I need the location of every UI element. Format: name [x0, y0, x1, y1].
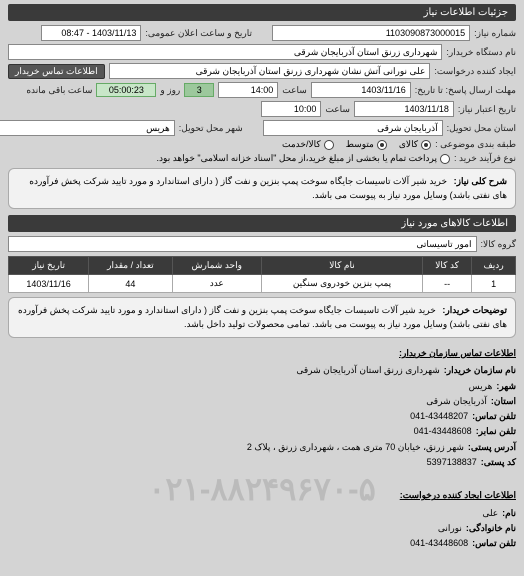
- remaining-label: ساعت باقی مانده: [26, 85, 92, 96]
- buyer-desc-text: خرید شیر آلات تاسیسات جایگاه سوخت پمپ بن…: [18, 305, 507, 329]
- time-label-2: ساعت: [325, 104, 350, 115]
- org-label: نام سازمان خریدار:: [444, 363, 516, 378]
- general-desc-text: خرید شیر آلات تاسیسات جایگاه سوخت پمپ بن…: [29, 176, 507, 200]
- td-code: --: [423, 275, 472, 293]
- datetime-label: تاریخ و ساعت اعلان عمومی:: [145, 28, 252, 39]
- province-label: استان:: [491, 394, 516, 409]
- time-label-1: ساعت: [282, 85, 307, 96]
- req-name-label: نام:: [502, 506, 516, 521]
- td-name: پمپ بنزین خودروی سنگین: [261, 275, 422, 293]
- deadline-time-field: 14:00: [218, 82, 278, 98]
- process-label: نوع فرآیند خرید :: [454, 153, 516, 164]
- contact-city-label: شهر:: [496, 379, 516, 394]
- datetime-field: 1403/11/13 - 08:47: [41, 25, 141, 41]
- postal-value: 5397138837: [427, 455, 477, 470]
- radio-medium[interactable]: متوسط: [346, 139, 387, 150]
- number-field: 1103090873000015: [272, 25, 470, 41]
- budget-radio-group: کالای متوسط کالا/خدمت: [282, 139, 431, 150]
- radio-circle-icon: [324, 140, 334, 150]
- table-row: 1 -- پمپ بنزین خودروی سنگین عدد 44 1403/…: [9, 275, 516, 293]
- radio-circle-icon: [377, 140, 387, 150]
- buyer-desc-label: توضیحات خریدار:: [442, 305, 507, 315]
- contact-buyer-title: اطلاعات تماس سازمان خریدار:: [8, 346, 516, 361]
- goods-table: ردیف کد کالا نام کالا واحد شمارش تعداد /…: [8, 256, 516, 293]
- td-unit: عدد: [172, 275, 261, 293]
- td-date: 1403/11/16: [9, 275, 89, 293]
- state-field: آذربایجان شرقی: [263, 120, 443, 136]
- th-date: تاریخ نیاز: [9, 257, 89, 275]
- phone-value: 041-43448207: [410, 409, 468, 424]
- th-row: ردیف: [472, 257, 516, 275]
- th-code: کد کالا: [423, 257, 472, 275]
- contact-buyer-button[interactable]: اطلاعات تماس خریدار: [8, 64, 105, 79]
- state-label: استان محل تحویل:: [447, 123, 516, 134]
- radio-service[interactable]: کالا/خدمت: [282, 139, 334, 150]
- budget-label: طبقه بندی موضوعی :: [435, 139, 516, 150]
- fax-value: 041-43448608: [414, 424, 472, 439]
- buyer-org-label: نام دستگاه خریدار:: [446, 47, 516, 58]
- province-value: آذربایجان شرقی: [426, 394, 487, 409]
- radio-medium-label: متوسط: [346, 139, 374, 150]
- fax-label: تلفن نمابر:: [476, 424, 516, 439]
- radio-circle-icon: [440, 154, 450, 164]
- validity-time-field: 10:00: [261, 101, 321, 117]
- org-value: شهرداری زرنق استان آذربایجان شرقی: [296, 363, 439, 378]
- radio-service-label: کالا/خدمت: [282, 139, 321, 150]
- payment-note: پرداخت تمام یا بخشی از مبلغ خرید،از محل …: [157, 153, 437, 164]
- number-label: شماره نیاز:: [474, 28, 516, 39]
- validity-date-field: 1403/11/18: [354, 101, 454, 117]
- deadline-label: مهلت ارسال پاسخ: تا تاریخ:: [415, 85, 516, 96]
- validity-label: تاریخ اعتبار نیاز:: [458, 104, 516, 115]
- deadline-date-field: 1403/11/16: [311, 82, 411, 98]
- city-field: هریس: [0, 120, 175, 136]
- th-qty: تعداد / مقدار: [89, 257, 172, 275]
- radio-goods-label: کالای: [399, 139, 418, 150]
- general-desc-box: شرح کلی نیاز: خرید شیر آلات تاسیسات جایگ…: [8, 168, 516, 209]
- req-name-value: علی: [482, 506, 498, 521]
- phone-label: تلفن تماس:: [472, 409, 516, 424]
- postal-label: کد پستی:: [481, 455, 516, 470]
- group-label: گروه کالا:: [481, 239, 516, 250]
- page-header: جزئیات اطلاعات نیاز: [8, 4, 516, 21]
- td-row: 1: [472, 275, 516, 293]
- buyer-desc-box: توضیحات خریدار: خرید شیر آلات تاسیسات جا…: [8, 297, 516, 338]
- radio-circle-icon: [421, 140, 431, 150]
- time-remaining-field: 05:00:23: [96, 83, 156, 97]
- req-surname-label: نام خانوادگی:: [466, 521, 516, 536]
- table-header-row: ردیف کد کالا نام کالا واحد شمارش تعداد /…: [9, 257, 516, 275]
- general-desc-label: شرح کلی نیاز:: [454, 176, 507, 186]
- td-qty: 44: [89, 275, 172, 293]
- req-surname-value: نورانی: [438, 521, 462, 536]
- radio-goods[interactable]: کالای: [399, 139, 431, 150]
- group-field: امور تاسیساتی: [8, 236, 477, 252]
- th-name: نام کالا: [261, 257, 422, 275]
- buyer-org-field: شهرداری زرنق استان آذربایجان شرقی: [8, 44, 442, 60]
- days-label: روز و: [160, 85, 180, 96]
- payment-radio[interactable]: پرداخت تمام یا بخشی از مبلغ خرید،از محل …: [157, 153, 450, 164]
- city-label: شهر محل تحویل:: [179, 123, 243, 134]
- address-value: شهر زرنق، خیابان 70 متری همت ، شهرداری ز…: [247, 440, 464, 455]
- th-unit: واحد شمارش: [172, 257, 261, 275]
- requester-label: ایجاد کننده درخواست:: [434, 66, 516, 77]
- goods-section-title: اطلاعات کالاهای مورد نیاز: [8, 215, 516, 232]
- days-remaining-field: 3: [184, 83, 214, 97]
- req-phone-label: تلفن تماس:: [472, 536, 516, 551]
- address-label: آدرس پستی:: [468, 440, 516, 455]
- req-phone-value: 041-43448608: [410, 536, 468, 551]
- contact-city-value: هریس: [469, 379, 493, 394]
- requester-field: علی نورانی آتش نشان شهرداری زرنق استان آ…: [109, 63, 431, 79]
- contact-buyer-section: اطلاعات تماس سازمان خریدار: نام سازمان خ…: [8, 346, 516, 470]
